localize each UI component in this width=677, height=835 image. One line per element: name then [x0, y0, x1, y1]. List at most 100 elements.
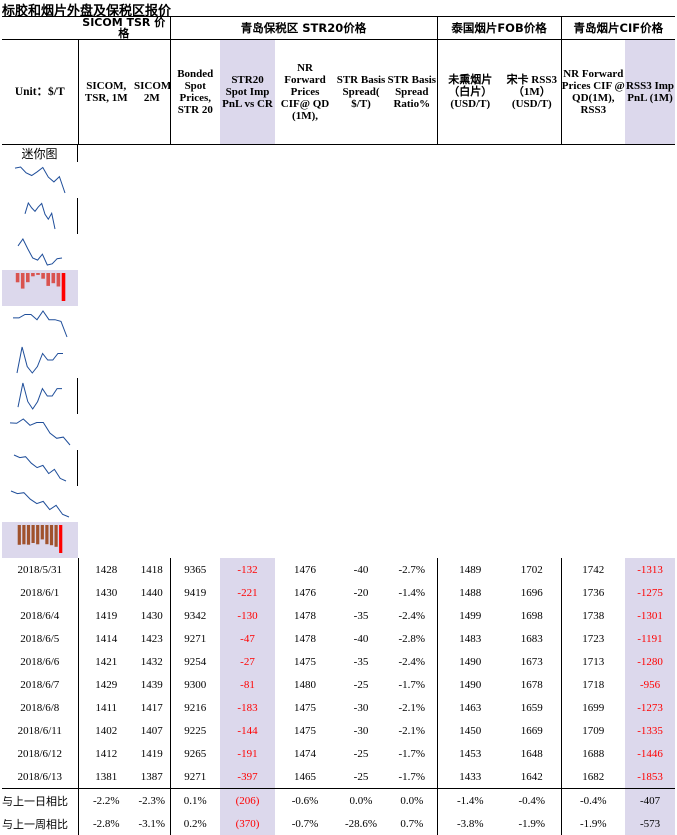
table-cell: 1696: [503, 581, 562, 604]
table-cell: 1421: [95, 655, 118, 668]
sparkline-bar: [59, 525, 63, 553]
table-cell: -191: [220, 742, 276, 765]
table-cell: -81: [220, 673, 276, 696]
sparkline-cell: [2, 162, 78, 198]
table-cell: 9271: [184, 632, 207, 645]
table-cell: -1.7%: [387, 673, 438, 696]
table-cell: 9225: [184, 724, 207, 737]
row-date: 2018/6/7: [2, 673, 79, 696]
sparkline: [15, 273, 65, 301]
table-cell: 1402: [95, 724, 118, 737]
table-cell: -2.8%: [387, 627, 438, 650]
table-cell: 1648: [503, 742, 562, 765]
table-cell: 1387: [134, 765, 171, 789]
table-cell: 1463: [459, 701, 482, 714]
table-cell: 1411: [95, 701, 118, 714]
sparkline: [24, 201, 55, 230]
change-cell: -0.4%: [503, 788, 562, 812]
table-cell: -1.7%: [387, 765, 438, 789]
table-cell: -144: [220, 719, 276, 742]
table-cell: 1488: [459, 586, 482, 599]
table-cell: 1723: [582, 632, 605, 645]
table-row: 2018/6/4 1419 1430 9342 -130 1478 -35 -2.4% 1499…: [2, 604, 676, 627]
table-cell: -25: [353, 678, 369, 691]
sparkline-line: [13, 310, 68, 338]
sparkline-bar: [15, 273, 19, 283]
sparkline-bar: [30, 273, 35, 277]
sparkline-line: [10, 490, 70, 518]
table-cell: 1483: [459, 632, 482, 645]
sparkline-line: [24, 201, 55, 230]
row-date: 2018/5/31: [2, 558, 79, 581]
sparkline-bar: [40, 273, 45, 279]
sparkline-bar: [45, 525, 49, 545]
sparkline: [14, 166, 66, 194]
table-cell: -221: [220, 581, 276, 604]
sparkline-cell: [2, 378, 78, 414]
sparkline-cell: [2, 198, 78, 234]
change-cell: -28.6%: [344, 817, 378, 830]
table-cell: -27: [220, 650, 276, 673]
sparkline: [17, 382, 62, 410]
table-cell: 1474: [294, 747, 317, 760]
table-cell: 9216: [184, 701, 207, 714]
table-title: 标胶和烟片外盘及保税区报价: [2, 4, 172, 19]
price-table: SICOM TSR 价格 青岛保税区 STR20价格 泰国烟片FOB价格 青岛烟…: [2, 16, 676, 835]
table-cell: 1669: [503, 719, 562, 742]
change-cell: 0.7%: [387, 812, 438, 835]
table-cell: -47: [220, 627, 276, 650]
table-row: 2018/6/6 1421 1432 9254 -27 1475 -35 -2.4% 1490 1…: [2, 650, 676, 673]
table-cell: 1718: [582, 678, 605, 691]
table-cell: 1688: [582, 747, 605, 760]
sparkline-bar: [36, 525, 40, 545]
sparkline-label: 迷你图: [2, 145, 78, 162]
table-cell: 1713: [582, 655, 605, 668]
table-cell: 1489: [459, 563, 482, 576]
table-cell: -183: [220, 696, 276, 719]
table-row: 2018/6/11 1402 1407 9225 -144 1475 -30 -2.1% 145…: [2, 719, 676, 742]
sparkline: [17, 238, 63, 266]
sparkline-bar: [35, 273, 40, 275]
table-cell: 1440: [134, 581, 171, 604]
table-row: 2018/6/1 1430 1440 9419 -221 1476 -20 -1.4% 1488…: [2, 581, 676, 604]
table-cell: -2.4%: [387, 650, 438, 673]
table-cell: -397: [220, 765, 276, 789]
sparkline: [10, 490, 70, 518]
table-cell: -1335: [625, 719, 676, 742]
change-cell: -2.8%: [92, 817, 120, 830]
row-date: 2018/6/13: [2, 765, 79, 789]
table-cell: 9300: [184, 678, 207, 691]
sparkline-cell: [2, 306, 78, 342]
table-cell: -30: [353, 701, 369, 714]
sparkline-bar: [40, 525, 44, 540]
sparkline: [13, 454, 66, 482]
table-cell: -25: [353, 747, 369, 760]
change-cell: -0.4%: [579, 794, 607, 807]
table-cell: -130: [220, 604, 276, 627]
change-cell: -3.8%: [456, 817, 484, 830]
table-cell: 1702: [503, 558, 562, 581]
sparkline-cell: [2, 414, 78, 450]
table-cell: 1475: [294, 724, 317, 737]
table-cell: 1490: [459, 678, 482, 691]
table-cell: 1432: [134, 650, 171, 673]
change-cell: (206): [220, 788, 276, 812]
table-cell: -956: [625, 673, 676, 696]
sparkline-bar: [45, 273, 50, 286]
change-row: 与上一周相比 -2.8% -3.1% 0.2% (370) -0.7% -28.6% 0.7%…: [2, 812, 676, 835]
table-cell: -1.4%: [387, 581, 438, 604]
table-cell: 1709: [582, 724, 605, 737]
table-cell: 1439: [134, 673, 171, 696]
sparkline: [16, 346, 63, 374]
sparkline-bar: [25, 273, 30, 283]
table-cell: -2.4%: [387, 604, 438, 627]
sparkline-line: [14, 166, 66, 194]
sparkline: [9, 418, 71, 446]
table-cell: 1429: [95, 678, 118, 691]
sparkline-bar: [49, 525, 54, 546]
sparkline-bar: [56, 273, 60, 287]
table-cell: 1480: [294, 678, 317, 691]
table-cell: 1476: [294, 586, 317, 599]
table-cell: 1465: [294, 770, 317, 783]
sparkline-cell: [2, 522, 78, 558]
